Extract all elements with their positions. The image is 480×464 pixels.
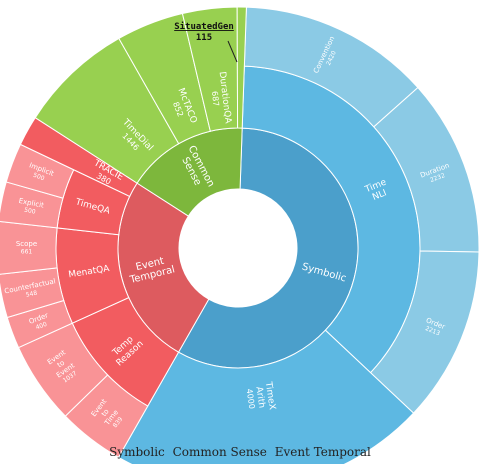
segment-value-symbolic-time-nli-duration: 2232 [429, 172, 446, 184]
legend-item-common-sense: Common Sense [172, 445, 267, 459]
segment-name-symbolic-timex-arith: Arith [253, 386, 266, 409]
legend: Symbolic Common Sense Event Temporal [0, 445, 480, 464]
callout-leader-line [227, 40, 238, 63]
segment-name-event-temporal-temp-reason-event-to-time: to [100, 408, 111, 418]
segment-value-event-temporal-menatqa-order: 400 [35, 321, 48, 332]
segment-value-event-temporal-timeqa-explicit: 500 [23, 207, 36, 216]
segment-value-event-temporal-menatqa-counterfactual: 548 [25, 290, 38, 299]
segment-name-event-temporal-temp-reason-event-to-event: to [56, 359, 66, 370]
segment-name-event-temporal-menatqa-scope: Scope [16, 240, 37, 248]
segment-value-event-temporal-menatqa-scope: 661 [21, 248, 33, 255]
legend-item-symbolic: Symbolic [109, 445, 165, 459]
segment-name-symbolic-timex-arith: TimeX [263, 380, 277, 410]
segment-value-symbolic-timex-arith: 4000 [245, 388, 257, 409]
wedge-layer [0, 6, 480, 464]
legend-item-event-temporal: Event Temporal [274, 445, 371, 459]
wedge-common-sense-situatedgen [236, 6, 247, 129]
center-hole [179, 189, 297, 307]
segment-value-common-sense-durationqa: 687 [210, 91, 221, 107]
callout-value: 115 [196, 33, 212, 43]
wedge-symbolic-timex-arith [117, 329, 415, 464]
callout-situatedgen: SituatedGen 115 [174, 21, 238, 63]
segment-value-event-temporal-timeqa-implicit: 500 [32, 172, 45, 183]
callout-name: SituatedGen [174, 21, 234, 32]
